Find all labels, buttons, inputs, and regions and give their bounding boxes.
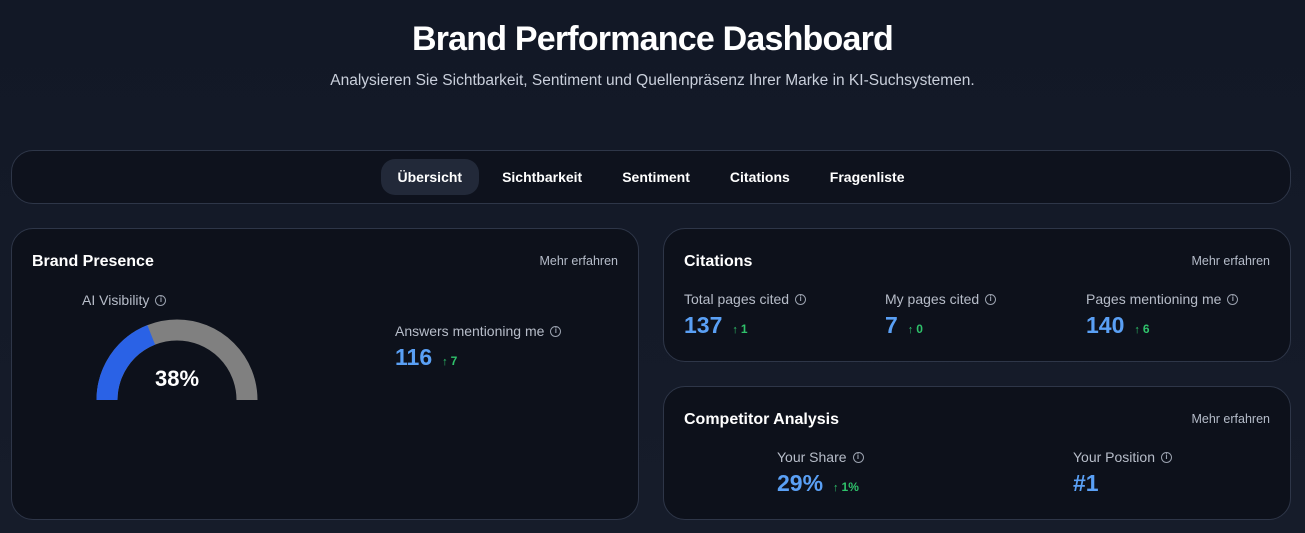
your-position-metric: Your Position i #1	[1073, 449, 1172, 497]
arrow-up-icon: ↑	[442, 356, 448, 368]
metric-label: Pages mentioning me	[1086, 291, 1222, 307]
tab-sichtbarkeit[interactable]: Sichtbarkeit	[502, 169, 583, 185]
info-icon[interactable]: i	[795, 293, 807, 305]
delta-badge: ↑ 7	[442, 354, 458, 368]
metric-value: 29%	[777, 470, 824, 496]
info-icon[interactable]: i	[1227, 293, 1239, 305]
metric-value: 140	[1086, 312, 1125, 338]
info-icon[interactable]: i	[985, 293, 997, 305]
tab-bar: Übersicht Sichtbarkeit Sentiment Citatio…	[11, 150, 1291, 204]
total-pages-cited-metric: Total pages cited i 137 ↑ 1	[684, 291, 807, 339]
ai-visibility-gauge: 38%	[96, 318, 258, 402]
metric-label: Your Position	[1073, 449, 1155, 465]
arrow-up-icon: ↑	[907, 324, 914, 336]
info-icon[interactable]: i	[155, 294, 167, 306]
metric-label: Your Share	[777, 449, 847, 465]
info-icon[interactable]: i	[1160, 451, 1172, 463]
your-share-metric: Your Share i 29% ↑ 1%	[777, 449, 864, 497]
answers-mentioning-metric: Answers mentioning me i 116 ↑ 7	[395, 323, 562, 371]
competitor-analysis-card: Competitor Analysis Mehr erfahren Your S…	[663, 386, 1291, 520]
metric-value: 137	[684, 312, 723, 338]
info-icon[interactable]: i	[852, 451, 864, 463]
metric-label: Answers mentioning me	[395, 323, 545, 339]
my-pages-cited-metric: My pages cited i 7 ↑ 0	[885, 291, 997, 339]
metric-value: 116	[395, 344, 433, 370]
delta-badge: ↑ 6	[1134, 322, 1150, 336]
tab-citations[interactable]: Citations	[729, 169, 790, 185]
card-title: Competitor Analysis	[684, 411, 839, 428]
page-title: Brand Performance Dashboard	[412, 20, 894, 58]
gauge-fill	[96, 325, 156, 401]
tab-sentiment[interactable]: Sentiment	[622, 169, 690, 185]
card-title: Citations	[684, 253, 753, 270]
arrow-up-icon: ↑	[1134, 324, 1140, 336]
metric-value: 7	[885, 312, 898, 338]
learn-more-link[interactable]: Mehr erfahren	[539, 254, 618, 268]
metric-label: My pages cited	[885, 291, 980, 307]
gauge-value: 38%	[154, 366, 200, 391]
metric-value: #1	[1073, 470, 1099, 496]
tab-uebersicht[interactable]: Übersicht	[380, 159, 480, 195]
pages-mentioning-metric: Pages mentioning me i 140 ↑ 6	[1086, 291, 1239, 339]
metric-label: AI Visibility	[82, 292, 150, 308]
card-title: Brand Presence	[32, 253, 154, 270]
tab-fragenliste[interactable]: Fragenliste	[829, 169, 905, 185]
metric-label: Total pages cited	[684, 291, 790, 307]
info-icon[interactable]: i	[550, 325, 562, 337]
arrow-up-icon: ↑	[833, 482, 839, 494]
arrow-up-icon: ↑	[732, 324, 738, 336]
delta-badge: ↑ 1%	[833, 480, 859, 494]
ai-visibility-metric: AI Visibility i	[82, 292, 167, 308]
gauge-svg	[96, 319, 258, 401]
delta-badge: ↑ 1	[732, 322, 748, 336]
delta-badge: ↑ 0	[907, 322, 923, 336]
learn-more-link[interactable]: Mehr erfahren	[1191, 254, 1270, 268]
learn-more-link[interactable]: Mehr erfahren	[1191, 412, 1270, 426]
page-subtitle: Analysieren Sie Sichtbarkeit, Sentiment …	[330, 72, 975, 89]
citations-card: Citations Mehr erfahren Total pages cite…	[663, 228, 1291, 362]
